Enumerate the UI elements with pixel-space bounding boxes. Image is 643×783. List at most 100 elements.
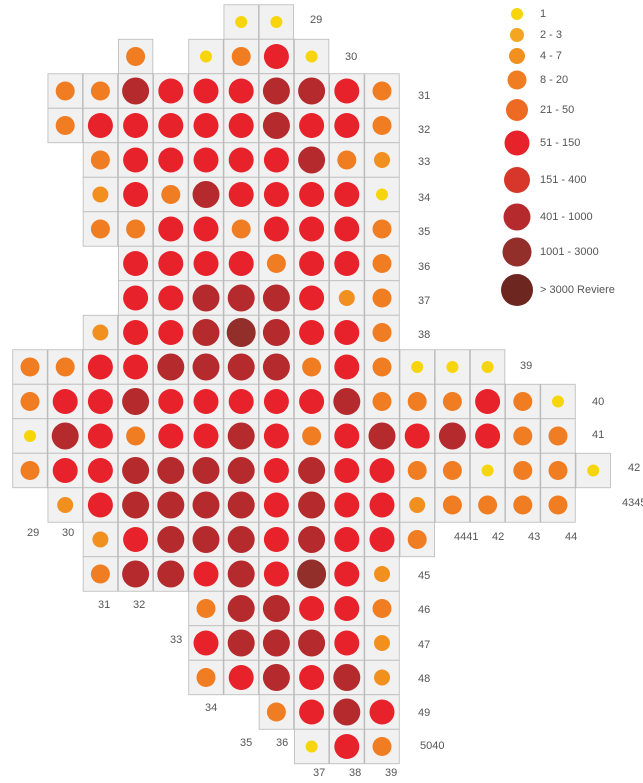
occurrence-dot <box>334 527 360 552</box>
occurrence-dot <box>407 530 427 549</box>
occurrence-dot <box>334 734 360 759</box>
occurrence-dot <box>228 113 254 138</box>
occurrence-dot <box>263 527 289 552</box>
occurrence-dot <box>123 251 149 276</box>
occurrence-dot <box>235 16 248 28</box>
occurrence-dot <box>299 182 325 207</box>
occurrence-dot <box>227 526 255 553</box>
grid-label: 45 <box>418 570 430 582</box>
occurrence-dot <box>122 77 150 105</box>
legend-swatch <box>503 203 531 231</box>
occurrence-dot <box>92 186 109 203</box>
legend-swatch <box>511 8 523 20</box>
occurrence-dot <box>227 422 255 450</box>
occurrence-dot <box>552 395 564 408</box>
occurrence-dot <box>299 665 325 690</box>
occurrence-dot <box>513 495 533 515</box>
occurrence-dot <box>122 388 150 415</box>
occurrence-dot <box>513 461 533 480</box>
occurrence-dot <box>192 457 220 484</box>
occurrence-dot <box>372 392 392 411</box>
occurrence-dot <box>263 423 289 449</box>
grid-label: 49 <box>418 707 430 719</box>
occurrence-dot <box>548 495 568 515</box>
legend-label: 51 - 150 <box>540 137 580 149</box>
grid-label: 29 <box>310 14 322 26</box>
occurrence-dot <box>475 389 501 414</box>
occurrence-dot <box>298 77 326 105</box>
grid-label: 43 <box>528 531 540 543</box>
occurrence-dot <box>161 185 181 204</box>
grid-label: 40 <box>592 396 604 408</box>
occurrence-dot <box>299 389 325 414</box>
occurrence-dot <box>262 319 290 346</box>
occurrence-dot <box>263 389 289 414</box>
occurrence-dot <box>52 389 78 414</box>
occurrence-dot <box>87 113 113 138</box>
grid-label: 33 <box>418 156 430 168</box>
occurrence-dot <box>157 353 185 381</box>
occurrence-dot <box>52 458 78 483</box>
occurrence-dot <box>298 629 326 657</box>
occurrence-dot <box>481 464 494 477</box>
occurrence-dot <box>158 147 184 173</box>
occurrence-dot <box>20 357 40 377</box>
occurrence-dot <box>263 561 289 587</box>
occurrence-dot <box>297 559 327 589</box>
occurrence-dot <box>157 560 185 588</box>
occurrence-dot <box>55 116 75 135</box>
occurrence-dot <box>302 357 322 377</box>
grid-label: 30 <box>345 51 357 63</box>
grid-cell <box>540 418 576 454</box>
occurrence-dot <box>334 113 360 138</box>
occurrence-dot <box>193 113 219 138</box>
occurrence-dot <box>438 422 466 450</box>
occurrence-dot <box>123 320 149 345</box>
occurrence-dot <box>409 497 426 513</box>
legend-label: 151 - 400 <box>540 174 586 186</box>
legend-swatch <box>507 70 527 90</box>
occurrence-dot <box>51 422 79 450</box>
occurrence-dot <box>90 564 110 584</box>
occurrence-dot <box>262 664 290 691</box>
legend-swatch <box>502 237 532 267</box>
occurrence-dot <box>122 560 150 588</box>
occurrence-dot <box>262 353 290 381</box>
occurrence-dot <box>372 116 392 135</box>
occurrence-dot <box>305 50 318 63</box>
occurrence-dot <box>334 251 360 276</box>
grid-label: 37 <box>313 767 325 779</box>
occurrence-dot <box>57 497 74 513</box>
legend-label: 1 <box>540 8 546 20</box>
grid-label: 31 <box>418 90 430 102</box>
occurrence-dot <box>90 150 110 170</box>
occurrence-dot <box>228 389 254 414</box>
occurrence-dot <box>200 50 212 63</box>
occurrence-dot <box>123 147 149 173</box>
grid-label: 34 <box>205 702 217 714</box>
occurrence-dot <box>333 388 361 415</box>
occurrence-dot <box>372 219 392 239</box>
occurrence-dot <box>372 599 392 618</box>
grid-label: 42 <box>628 462 640 474</box>
grid-label: 48 <box>418 673 430 685</box>
grid-label: 47 <box>418 639 430 651</box>
occurrence-dot <box>374 669 390 686</box>
occurrence-dot <box>334 216 360 242</box>
occurrence-dot <box>226 318 256 347</box>
grid-label: 29 <box>27 527 39 539</box>
occurrence-dot <box>263 458 289 483</box>
occurrence-dot <box>334 630 360 656</box>
occurrence-dot <box>157 457 185 484</box>
occurrence-dot <box>193 216 219 242</box>
occurrence-dot <box>87 423 113 449</box>
occurrence-dot <box>123 285 149 311</box>
legend-swatch <box>510 28 524 42</box>
occurrence-dot <box>192 491 220 519</box>
occurrence-dot <box>193 561 219 587</box>
occurrence-dot <box>263 492 289 518</box>
occurrence-dot <box>192 284 220 312</box>
occurrence-dot <box>369 699 395 725</box>
legend-label: 1001 - 3000 <box>540 246 599 258</box>
